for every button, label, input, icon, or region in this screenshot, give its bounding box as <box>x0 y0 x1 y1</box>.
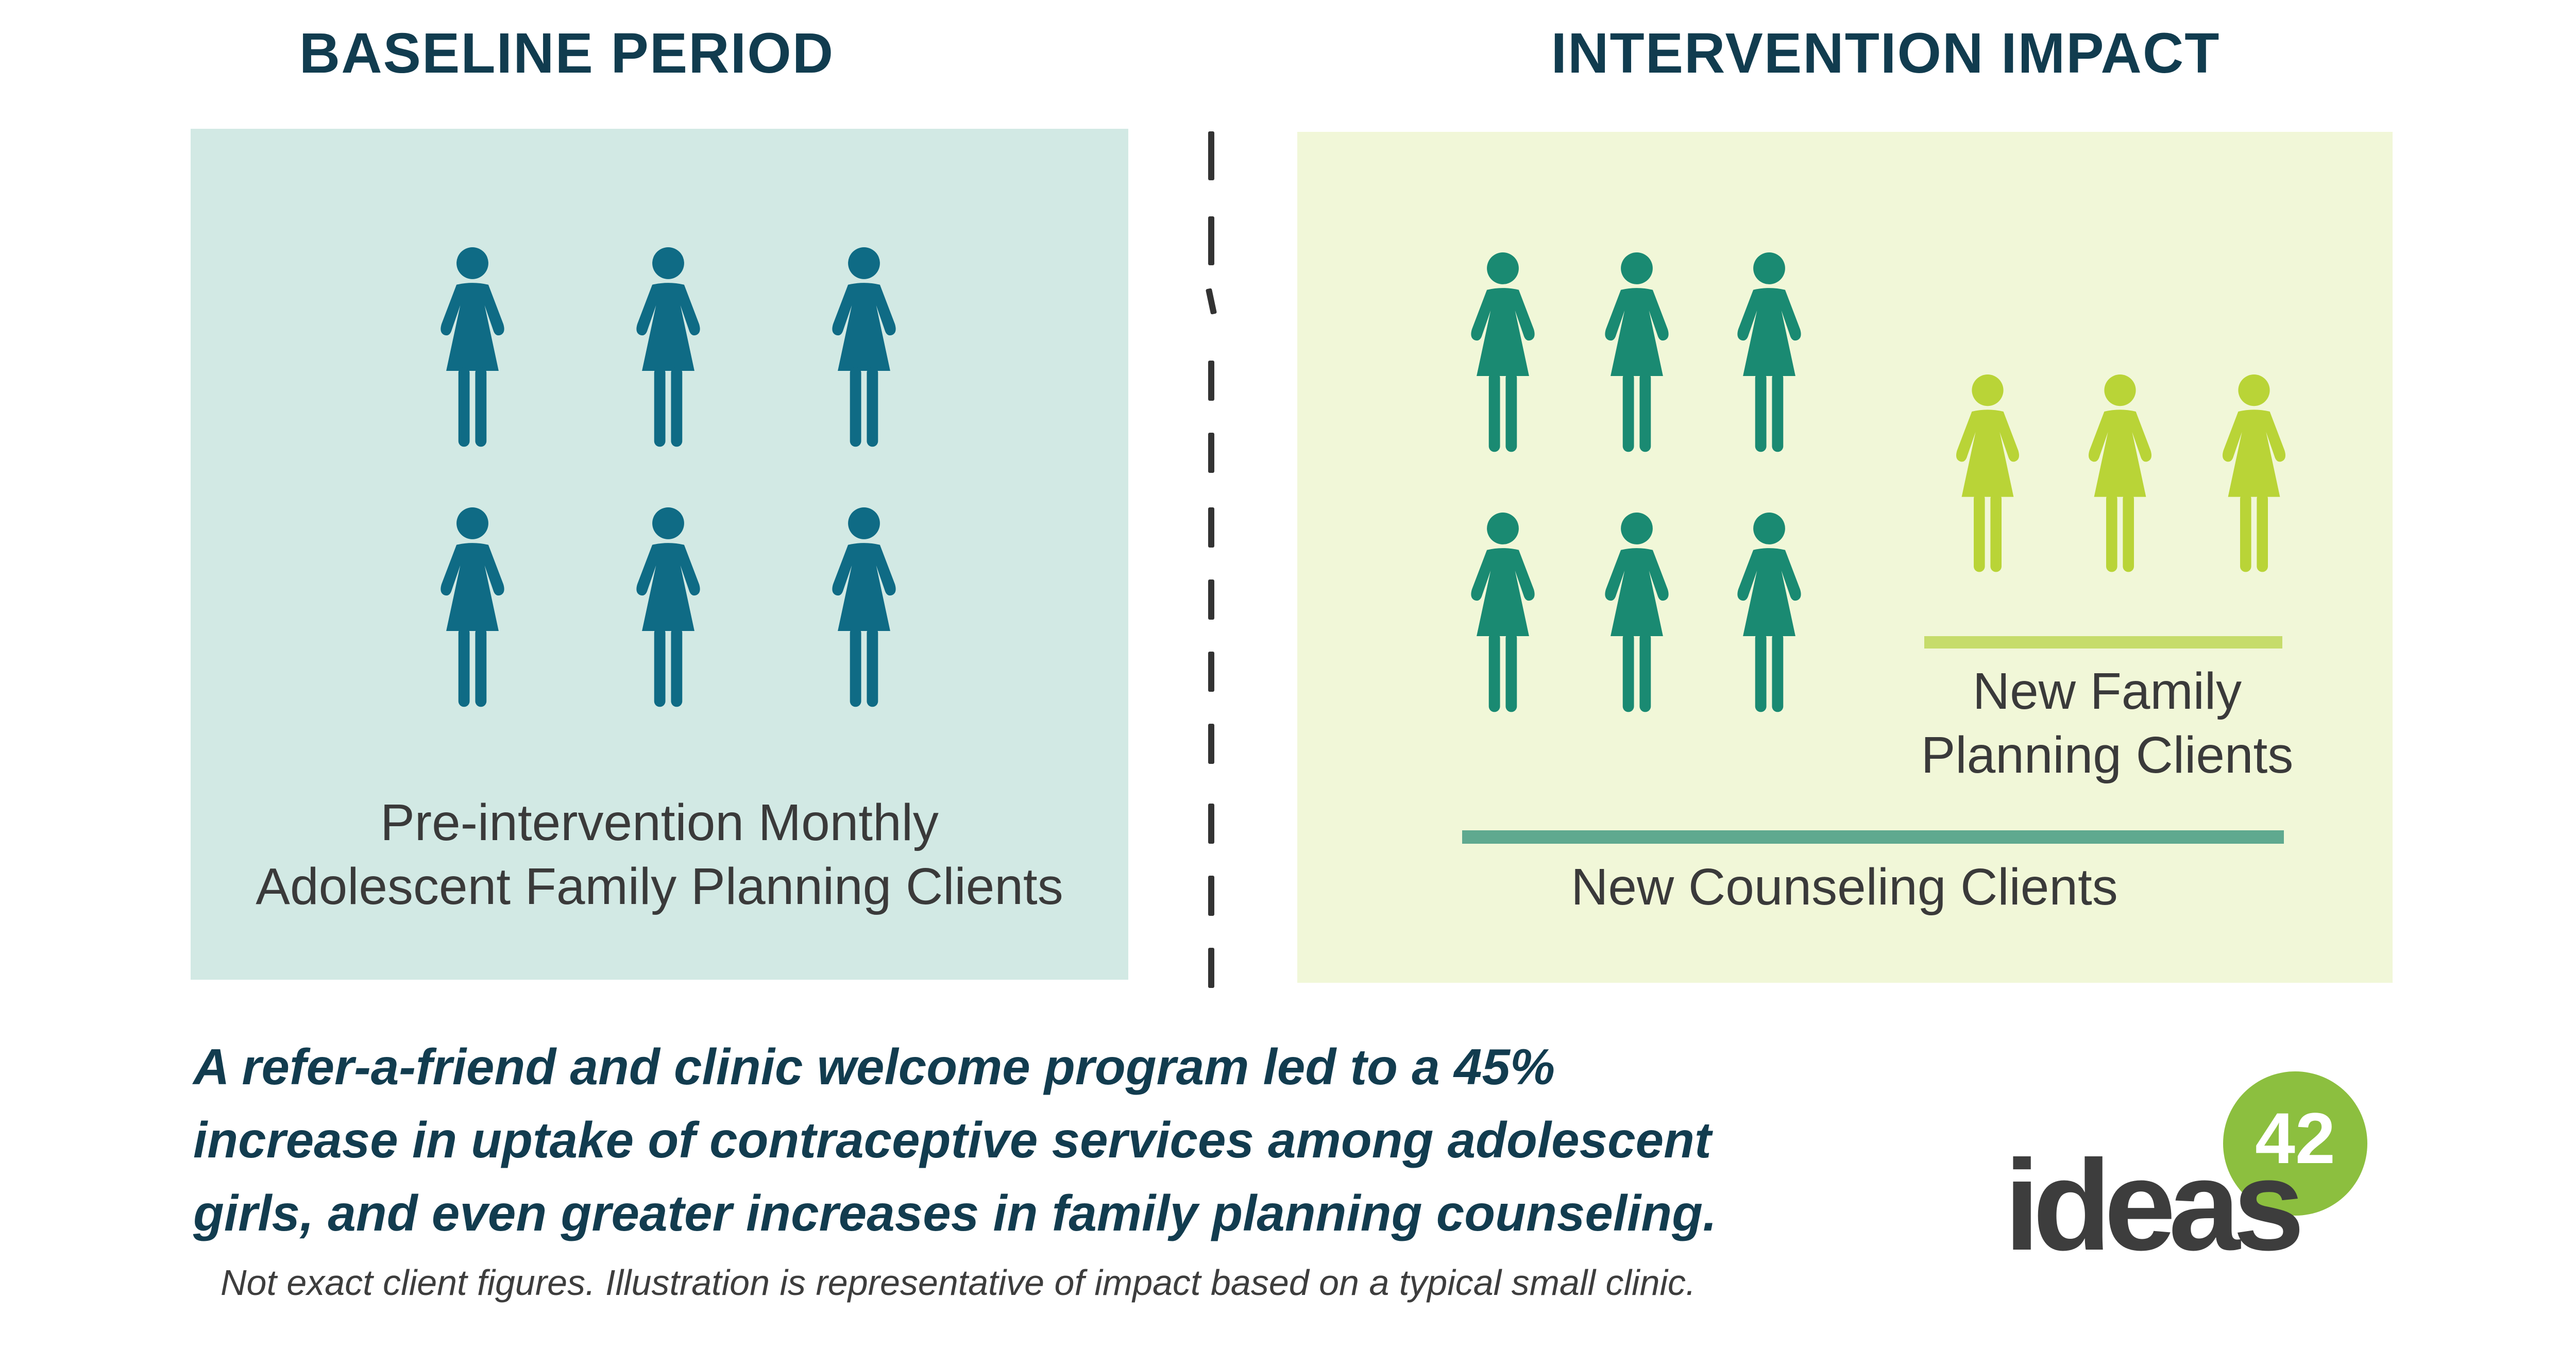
family-planning-caption-line1: New Family <box>1972 662 2242 720</box>
family-planning-bar <box>1924 636 2282 649</box>
logo-circle <box>2223 1071 2367 1216</box>
woman-figure-icon <box>832 247 896 447</box>
counseling-bar <box>1462 830 2284 844</box>
woman-figure-icon <box>832 507 896 707</box>
woman-figure-icon <box>440 507 504 707</box>
intervention-impact-heading: INTERVENTION IMPACT <box>1551 22 2221 85</box>
woman-figure-icon <box>1956 374 2020 572</box>
logo-word: ideas <box>2004 1133 2304 1277</box>
woman-figure-icon <box>1737 252 1801 452</box>
summary-text: A refer-a-friend and clinic welcome prog… <box>193 1030 1893 1250</box>
woman-figure-icon <box>2222 374 2286 572</box>
baseline-caption-line2: Adolescent Family Planning Clients <box>256 858 1063 915</box>
footnote: Not exact client figures. Illustration i… <box>221 1262 1696 1303</box>
counseling-caption: New Counseling Clients <box>1571 858 2118 916</box>
summary-line1: A refer-a-friend and clinic welcome prog… <box>193 1038 1555 1095</box>
ideas42-logo: ideas 42 <box>2004 1071 2401 1272</box>
baseline-period-heading: BASELINE PERIOD <box>299 22 835 85</box>
woman-figure-icon <box>636 507 700 707</box>
summary-line2: increase in uptake of contraceptive serv… <box>193 1112 1711 1168</box>
woman-figure-icon <box>2088 374 2152 572</box>
woman-figure-icon <box>1737 513 1801 712</box>
family-planning-caption: New Family Planning Clients <box>1880 659 2334 787</box>
woman-figure-icon <box>1605 513 1669 712</box>
woman-figure-icon <box>1471 513 1535 712</box>
baseline-caption: Pre-intervention Monthly Adolescent Fami… <box>191 791 1128 918</box>
summary-line3: girls, and even greater increases in fam… <box>193 1185 1717 1241</box>
woman-figure-icon <box>440 247 504 447</box>
logo-number: 42 <box>2255 1098 2335 1179</box>
woman-figure-icon <box>1471 252 1535 452</box>
woman-figure-icon <box>636 247 700 447</box>
woman-figure-icon <box>1605 252 1669 452</box>
baseline-caption-line1: Pre-intervention Monthly <box>380 794 939 851</box>
family-planning-caption-line2: Planning Clients <box>1921 726 2294 784</box>
